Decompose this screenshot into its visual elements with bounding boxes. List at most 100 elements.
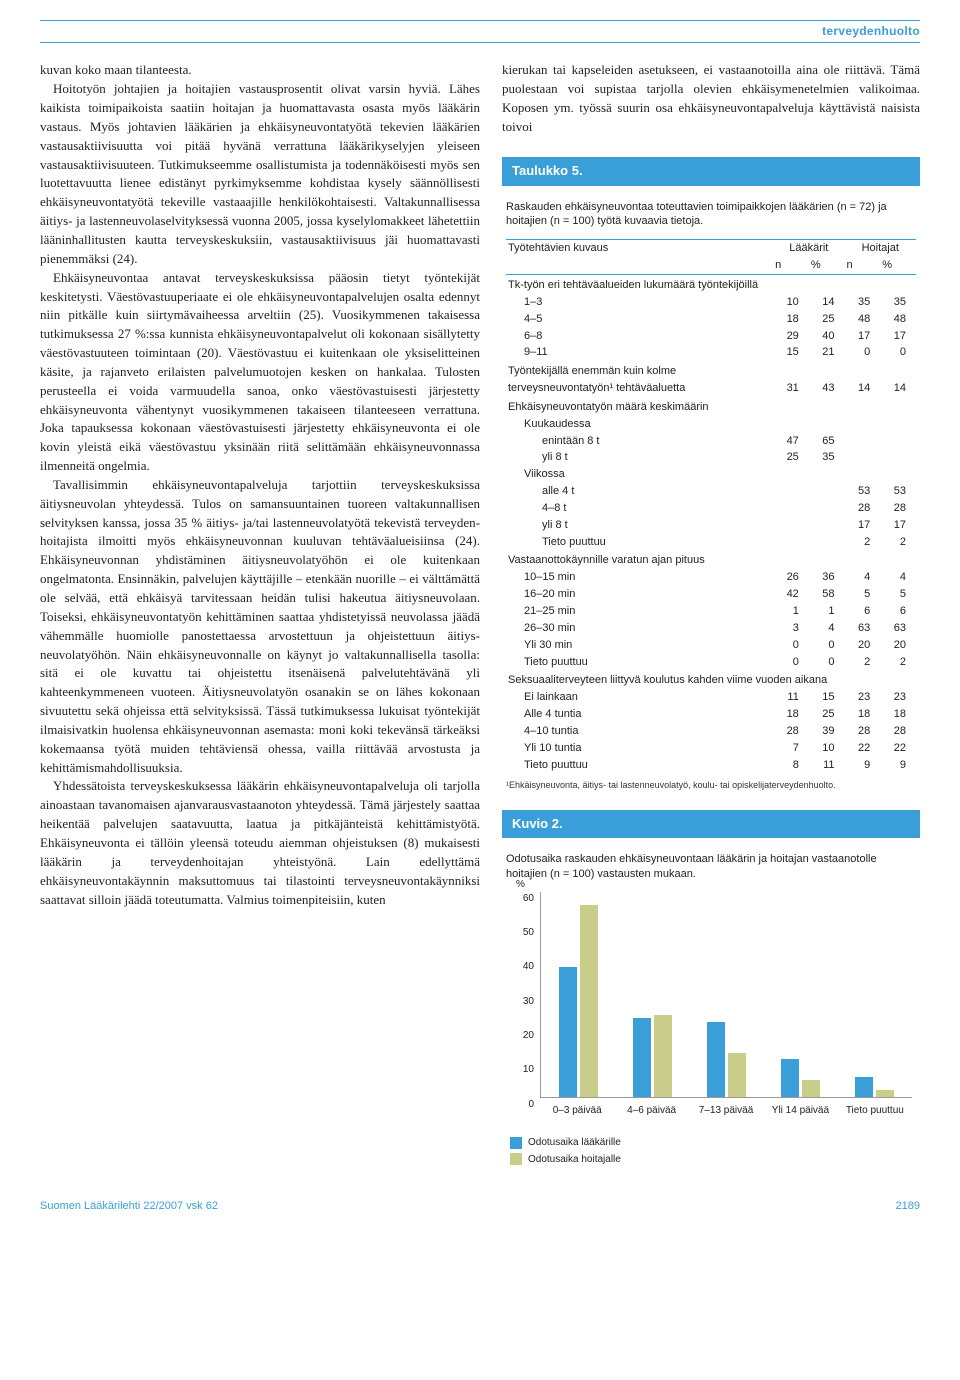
cell: 5 (880, 586, 916, 603)
cell: 14 (880, 380, 916, 397)
cell: 6–8 (506, 328, 773, 345)
cell: Yli 30 min (506, 637, 773, 654)
cell: 3 (773, 620, 809, 637)
cell: 17 (880, 328, 916, 345)
cell: 22 (845, 740, 881, 757)
cell: 0 (773, 637, 809, 654)
cell: 10–15 min (506, 569, 773, 586)
row-header: Seksuaaliterveyteen liittyvä koulutus ka… (506, 670, 916, 689)
cell: 9 (880, 757, 916, 774)
cell: 2 (880, 654, 916, 671)
cell: 63 (845, 620, 881, 637)
bar-group (619, 1015, 686, 1097)
cell: Viikossa (506, 466, 916, 483)
footer-page-number: 2189 (896, 1199, 920, 1215)
two-column-layout: kuvan koko maan tilanteesta. Hoitotyön j… (40, 61, 920, 1175)
row-header: Vastaanottokäynnille varatun ajan pituus (506, 550, 916, 569)
cell: 18 (773, 706, 809, 723)
cell: 26 (773, 569, 809, 586)
bar-group (545, 905, 612, 1097)
chart2-body: Odotusaika raskauden ehkäisyneuvontaan l… (502, 838, 920, 1175)
y-tick: 30 (510, 994, 534, 1008)
bar (802, 1080, 820, 1097)
bar (559, 967, 577, 1097)
cell: 28 (773, 723, 809, 740)
body-paragraph: Tavallisimmin ehkäisyneuvontapalveluja t… (40, 476, 480, 778)
cell: 25 (773, 449, 809, 466)
cell: 17 (845, 517, 881, 534)
right-intro-text: kierukan tai kapseleiden asetukseen, ei … (502, 61, 920, 136)
cell: 4–10 tuntia (506, 723, 773, 740)
bar (633, 1018, 651, 1097)
legend-label: Odotusaika lääkärille (528, 1136, 621, 1150)
cell: 1–3 (506, 294, 773, 311)
cell: Yli 10 tuntia (506, 740, 773, 757)
bar (707, 1022, 725, 1098)
cell: Tieto puuttuu (506, 654, 773, 671)
cell: 18 (845, 706, 881, 723)
table5-title: Taulukko 5. (502, 157, 920, 186)
x-label: Tieto puuttuu (838, 1100, 912, 1122)
cell: 9 (845, 757, 881, 774)
cell: yli 8 t (506, 449, 773, 466)
cell: 1 (809, 603, 845, 620)
cell: 28 (880, 500, 916, 517)
cell: 22 (880, 740, 916, 757)
cell: Ei lainkaan (506, 689, 773, 706)
cell: 2 (880, 534, 916, 551)
cell: 4–5 (506, 311, 773, 328)
left-text-column: kuvan koko maan tilanteesta. Hoitotyön j… (40, 61, 480, 1175)
cell: alle 4 t (506, 483, 773, 500)
body-paragraph: Ehkäisyneuvontaa antavat terveyskeskuksi… (40, 269, 480, 476)
cell: 48 (880, 311, 916, 328)
right-column: kierukan tai kapseleiden asetukseen, ei … (502, 61, 920, 1175)
y-axis-label: % (516, 878, 525, 892)
cell: 2 (845, 534, 881, 551)
cell: 39 (809, 723, 845, 740)
cell: 40 (809, 328, 845, 345)
cell: 6 (880, 603, 916, 620)
y-tick: 50 (510, 926, 534, 940)
y-axis: 0102030405060 (510, 892, 536, 1098)
cell: 15 (773, 344, 809, 361)
bar-group (767, 1059, 834, 1097)
cell: 26–30 min (506, 620, 773, 637)
cell: 4–8 t (506, 500, 773, 517)
chart2-caption: Odotusaika raskauden ehkäisyneuvontaan l… (506, 852, 916, 882)
legend-swatch (510, 1153, 522, 1165)
cell: 21–25 min (506, 603, 773, 620)
table5-body: Raskauden ehkäisyneuvontaa toteuttavien … (502, 186, 920, 796)
cell: 21 (809, 344, 845, 361)
cell: 7 (773, 740, 809, 757)
row-header: Tk-työn eri tehtäväalueiden lukumäärä ty… (506, 274, 916, 293)
cell: 4 (845, 569, 881, 586)
col-header: Työtehtävien kuvaus (506, 240, 773, 257)
x-label: 0–3 päivää (540, 1100, 614, 1122)
bar (728, 1053, 746, 1098)
footer-left: Suomen Lääkärilehti 22/2007 vsk 62 (40, 1199, 218, 1215)
cell: 5 (845, 586, 881, 603)
cell: 35 (809, 449, 845, 466)
cell: Kuukaudessa (506, 416, 916, 433)
cell: 11 (809, 757, 845, 774)
cell: 14 (845, 380, 881, 397)
cell: 1 (773, 603, 809, 620)
cell: 31 (773, 380, 809, 397)
row-header: Työntekijällä enemmän kuin kolme (506, 361, 916, 380)
sub-header: % (880, 257, 916, 274)
bar (654, 1015, 672, 1097)
cell: 14 (809, 294, 845, 311)
cell: 48 (845, 311, 881, 328)
cell: 0 (845, 344, 881, 361)
body-paragraph: kierukan tai kapseleiden asetukseen, ei … (502, 61, 920, 136)
x-label: Yli 14 päivää (763, 1100, 837, 1122)
legend-item: Odotusaika lääkärille (510, 1136, 912, 1150)
x-label: 7–13 päivää (689, 1100, 763, 1122)
bar-chart: % 0102030405060 0–3 päivää4–6 päivää7–13… (510, 892, 912, 1122)
cell: Tieto puuttuu (506, 757, 773, 774)
y-tick: 10 (510, 1063, 534, 1077)
cell: 6 (845, 603, 881, 620)
bar (580, 905, 598, 1097)
cell: 17 (880, 517, 916, 534)
cell: 35 (845, 294, 881, 311)
